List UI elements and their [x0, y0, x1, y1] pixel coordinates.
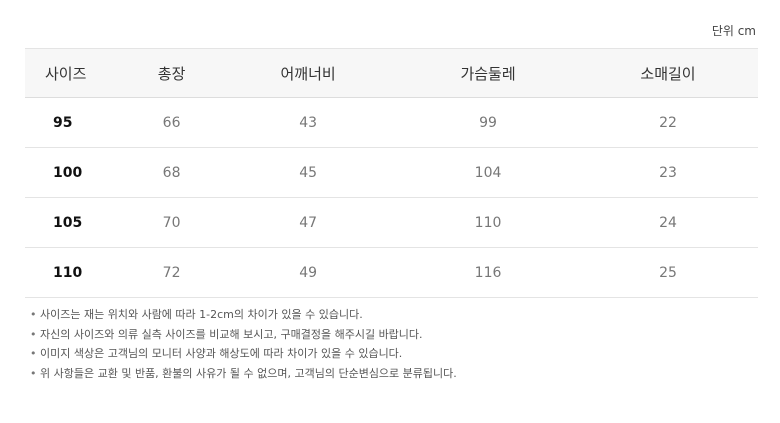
value-cell: 72: [125, 247, 219, 298]
header-shoulder-width: 어깨너비: [218, 48, 399, 98]
table-row: 110 72 49 116 25: [25, 247, 758, 298]
header-sleeve-length: 소매길이: [578, 48, 758, 98]
header-total-length: 총장: [125, 48, 219, 98]
value-cell: 68: [125, 147, 219, 198]
value-cell: 70: [125, 197, 219, 248]
value-cell: 43: [218, 97, 399, 148]
value-cell: 49: [218, 247, 399, 298]
value-cell: 47: [218, 197, 399, 248]
note-item: 자신의 사이즈와 의류 실측 사이즈를 비교해 보시고, 구매결정을 해주시길 …: [30, 326, 457, 346]
note-item: 이미지 색상은 고객님의 모니터 사양과 해상도에 따라 차이가 있을 수 있습…: [30, 345, 457, 365]
value-cell: 116: [398, 247, 579, 298]
notes-list: 사이즈는 재는 위치와 사람에 따라 1-2cm의 차이가 있을 수 있습니다.…: [30, 306, 457, 384]
size-cell: 95: [25, 97, 125, 148]
value-cell: 25: [578, 247, 758, 298]
size-table: 사이즈 총장 어깨너비 가슴둘레 소매길이 95 66 43 99 22 100 68 45 1…: [25, 48, 758, 298]
value-cell: 22: [578, 97, 758, 148]
table-row: 95 66 43 99 22: [25, 97, 758, 148]
note-item: 위 사항들은 교환 및 반품, 환불의 사유가 될 수 없으며, 고객님의 단순…: [30, 365, 457, 385]
unit-label: 단위 cm: [711, 24, 756, 38]
note-item: 사이즈는 재는 위치와 사람에 따라 1-2cm의 차이가 있을 수 있습니다.: [30, 306, 457, 326]
table-row: 105 70 47 110 24: [25, 197, 758, 248]
size-cell: 100: [25, 147, 125, 198]
value-cell: 99: [398, 97, 579, 148]
value-cell: 24: [578, 197, 758, 248]
value-cell: 45: [218, 147, 399, 198]
value-cell: 104: [398, 147, 579, 198]
header-size: 사이즈: [25, 48, 125, 98]
value-cell: 23: [578, 147, 758, 198]
table-row: 100 68 45 104 23: [25, 147, 758, 198]
header-chest: 가슴둘레: [398, 48, 579, 98]
table-header-row: 사이즈 총장 어깨너비 가슴둘레 소매길이: [25, 48, 758, 98]
value-cell: 66: [125, 97, 219, 148]
size-cell: 110: [25, 247, 125, 298]
value-cell: 110: [398, 197, 579, 248]
size-cell: 105: [25, 197, 125, 248]
